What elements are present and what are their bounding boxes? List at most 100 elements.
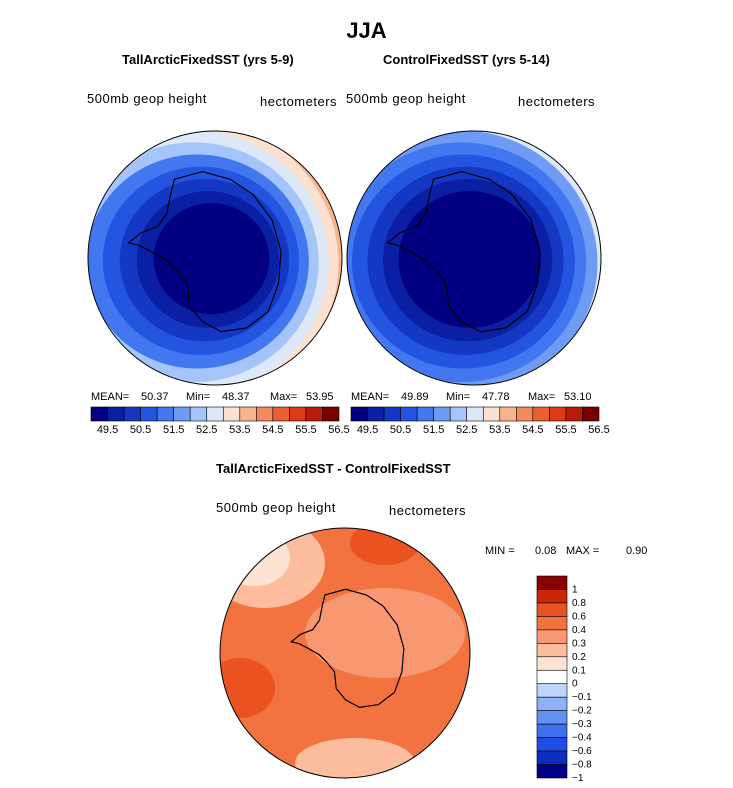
colorbar-swatch (367, 406, 385, 422)
diff-band (295, 738, 415, 778)
colorbar-tick-label: 53.5 (229, 424, 250, 436)
units-label-diff: hectometers (389, 503, 467, 518)
colorbar-swatch (536, 629, 568, 644)
colorbar-tick-label: 52.5 (456, 424, 477, 436)
map-diff (220, 528, 470, 778)
colorbar-tick-label: 51.5 (163, 424, 184, 436)
colorbar-swatch (90, 406, 108, 422)
colorbar-tick-label: 55.5 (295, 424, 316, 436)
colorbar-swatch (449, 406, 468, 422)
map-border (346, 130, 602, 386)
colorbar-swatch (516, 406, 534, 422)
min-value-tall: 48.37 (222, 391, 250, 403)
diff-band (220, 658, 275, 718)
colorbar-swatch (256, 406, 274, 422)
colorbar-tick-label: 53.5 (489, 424, 510, 436)
colorbar-tick-label: 54.5 (262, 424, 283, 436)
colorbar-swatch (350, 406, 368, 422)
colorbar-swatch (582, 406, 600, 422)
units-label-control: hectometers (518, 94, 596, 109)
colorbar-swatch (565, 406, 583, 422)
colorbar-tick-label: 0.2 (572, 652, 586, 663)
colorbar-tick-label: 50.5 (390, 424, 411, 436)
diff-band (220, 530, 290, 586)
colorbar-tick-label: 0.6 (572, 611, 586, 622)
colorbar-tick-label: 0.8 (572, 598, 586, 609)
colorbar-tick-label: 56.5 (588, 424, 609, 436)
map-control (347, 131, 601, 385)
max-label-diff: MAX = (566, 545, 600, 557)
min-label-diff: MIN = (485, 545, 515, 557)
colorbar-swatch (466, 406, 484, 422)
colorbar-swatch (536, 683, 568, 698)
contour-band (153, 203, 270, 315)
colorbar-swatch (123, 406, 141, 422)
colorbar-swatch (536, 750, 568, 765)
colorbar-tick-label: 51.5 (423, 424, 444, 436)
min-label-control: Min= (446, 391, 471, 403)
colorbar-swatch (536, 669, 568, 685)
colorbar-swatch (305, 406, 323, 422)
colorbar-tick-label: 0.1 (572, 665, 586, 676)
colorbar-swatch (536, 589, 568, 604)
colorbar-tick-label: 55.5 (555, 424, 576, 436)
min-value-diff: 0.08 (535, 545, 557, 557)
colorbar-swatch (536, 764, 568, 779)
colorbar-swatch (189, 406, 208, 422)
colorbar-swatch (156, 406, 174, 422)
colorbar-tick-label: 0 (572, 679, 578, 690)
mean-value-tall: 50.37 (141, 391, 169, 403)
variable-label-diff: 500mb geop height (216, 500, 336, 515)
colorbar-swatch (239, 406, 257, 422)
colorbar-swatch (482, 406, 501, 422)
colorbar-swatch (433, 406, 451, 422)
colorbar-swatch (549, 406, 567, 422)
colorbar-swatch (206, 406, 224, 422)
colorbar-swatch (416, 406, 434, 422)
colorbar-swatch (383, 406, 401, 422)
colorbar-swatch (322, 406, 340, 422)
colorbar-tick-label: −0.1 (572, 692, 592, 703)
colorbar-swatch (536, 643, 568, 658)
panel-title-tall: TallArcticFixedSST (yrs 5-9) (122, 52, 294, 67)
colorbar-tick-label: −1 (572, 773, 584, 784)
mean-label-tall: MEAN= (91, 391, 130, 403)
coastline (289, 588, 405, 709)
mean-value-control: 49.89 (401, 391, 429, 403)
max-label-tall: Max= (270, 391, 298, 403)
colorbar-swatch (536, 575, 568, 590)
colorbar-swatch (140, 406, 158, 422)
colorbar-tick-label: 50.5 (130, 424, 151, 436)
max-value-diff: 0.90 (626, 545, 648, 557)
colorbar-swatch (536, 696, 568, 711)
colorbar-tick-label: 0.4 (572, 625, 586, 636)
colorbar-swatch (107, 406, 125, 422)
colorbar-swatch (222, 406, 241, 422)
colorbar-swatch (536, 723, 568, 738)
colorbar-swatch (289, 406, 307, 422)
diff-band (305, 588, 465, 678)
colorbar-swatch (499, 406, 517, 422)
mean-label-control: MEAN= (351, 391, 390, 403)
max-value-tall: 53.95 (306, 391, 334, 403)
colorbar-tick-label: −0.3 (572, 719, 592, 730)
colorbar-tick-label: 54.5 (522, 424, 543, 436)
map-tall (88, 131, 342, 385)
colorbar-tick-label: −0.4 (572, 733, 592, 744)
colorbar-swatch (532, 406, 550, 422)
variable-label-tall: 500mb geop height (87, 91, 207, 106)
max-label-control: Max= (528, 391, 556, 403)
contour-band (414, 203, 530, 315)
colorbar-tick-label: 0.3 (572, 638, 586, 649)
variable-label-control: 500mb geop height (346, 91, 466, 106)
min-value-control: 47.78 (482, 391, 510, 403)
colorbar-tick-label: −0.6 (572, 746, 592, 757)
colorbar-tick-label: 56.5 (328, 424, 349, 436)
coastline (386, 170, 541, 333)
colorbar-swatch (536, 602, 568, 617)
coastline (127, 170, 282, 333)
colorbar-tick-label: −0.8 (572, 760, 592, 771)
map-border (87, 130, 343, 386)
colorbar-tick-label: −0.2 (572, 706, 592, 717)
units-label-tall: hectometers (260, 94, 338, 109)
